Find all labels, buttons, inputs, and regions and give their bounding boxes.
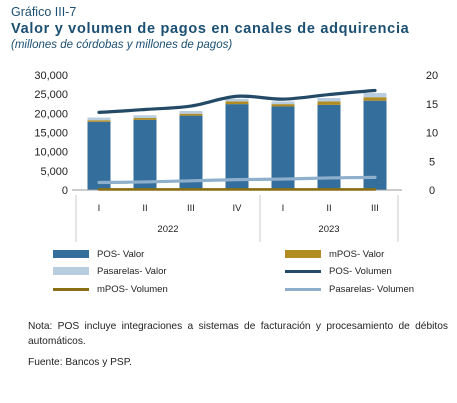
- bar-pasarelas-valor: [87, 117, 111, 121]
- legend-item: Pasarelas- Volumen: [285, 282, 414, 296]
- bar-pasarelas-valor: [271, 101, 295, 105]
- legend-label: mPOS- Volumen: [97, 283, 168, 295]
- y-right-tick-label: 0: [429, 185, 435, 197]
- bar-pasarelas-valor: [133, 115, 157, 118]
- bar-mpos-valor: [225, 101, 249, 105]
- legend-bar-swatch: [53, 267, 89, 275]
- legend-line-swatch: [285, 269, 321, 273]
- y-left-tick-label: 0: [62, 185, 68, 197]
- y-left-tick-label: 15,000: [34, 128, 68, 140]
- chart-title: Valor y volumen de pagos en canales de a…: [11, 21, 410, 37]
- bar-pos-valor: [225, 104, 249, 190]
- year-group-label: 2022: [157, 224, 178, 235]
- bar-pos-valor: [87, 121, 111, 190]
- figure-number: Gráfico III-7: [11, 5, 77, 19]
- bar-pasarelas-valor: [225, 98, 249, 102]
- legend-line-swatch: [285, 287, 321, 291]
- x-tick-label: I: [282, 203, 285, 214]
- legend-label: Pasarelas- Valor: [97, 265, 167, 277]
- x-tick-label: I: [98, 203, 101, 214]
- bar-mpos-valor: [363, 97, 387, 101]
- y-left-tick-label: 10,000: [34, 147, 68, 159]
- bar-mpos-valor: [87, 120, 111, 122]
- y-left-tick-label: 20,000: [34, 108, 68, 120]
- bar-mpos-valor: [133, 117, 157, 120]
- line-pasarelas-volumen: [97, 175, 377, 185]
- legend-line-swatch: [53, 287, 89, 291]
- source-text: Fuente: Bancos y PSP.: [28, 357, 133, 368]
- year-group-label: 2023: [318, 224, 339, 235]
- legend-label: POS- Valor: [97, 248, 145, 260]
- legend-item: mPOS- Valor: [285, 247, 384, 261]
- y-right-tick-label: 15: [426, 99, 438, 111]
- legend-bar-swatch: [53, 250, 89, 258]
- x-tick-label: III: [371, 203, 379, 214]
- y-right-tick-label: 10: [426, 128, 438, 140]
- line-pos-volumen: [97, 88, 377, 114]
- bar-mpos-valor: [271, 104, 295, 107]
- y-left-tick-label: 25,000: [34, 89, 68, 101]
- bar-pos-valor: [317, 104, 341, 190]
- x-tick-label: IV: [233, 203, 243, 214]
- bar-pos-valor: [179, 115, 203, 190]
- y-right-tick-label: 20: [426, 70, 438, 82]
- legend-item: POS- Volumen: [285, 264, 392, 278]
- legend-label: POS- Volumen: [329, 265, 392, 277]
- bar-pasarelas-valor: [179, 111, 203, 114]
- legend-item: mPOS- Volumen: [53, 282, 168, 296]
- bar-mpos-valor: [317, 101, 341, 105]
- legend-label: mPOS- Valor: [329, 248, 385, 260]
- bar-pos-valor: [133, 119, 157, 190]
- legend-bar-swatch: [285, 250, 321, 258]
- x-tick-label: III: [187, 203, 195, 214]
- bar-pos-valor: [271, 106, 295, 190]
- x-tick-label: II: [142, 203, 147, 214]
- chart-notes: Nota: POS incluye integraciones a sistem…: [28, 319, 448, 376]
- y-left-tick-label: 30,000: [34, 70, 68, 82]
- note-text: Nota: POS incluye integraciones a sistem…: [28, 321, 448, 347]
- legend-item: Pasarelas- Valor: [53, 264, 167, 278]
- legend-item: POS- Valor: [53, 247, 144, 261]
- legend-label: Pasarelas- Volumen: [329, 283, 415, 295]
- chart-subtitle: (millones de córdobas y millones de pago…: [11, 39, 233, 51]
- chart-header: Gráfico III-7 Valor y volumen de pagos e…: [11, 4, 451, 53]
- x-tick-label: II: [326, 203, 331, 214]
- bar-pos-valor: [363, 100, 387, 190]
- y-left-tick-label: 5,000: [40, 166, 68, 178]
- bar-pasarelas-valor: [317, 98, 341, 102]
- bar-mpos-valor: [179, 113, 203, 116]
- y-right-tick-label: 5: [429, 156, 435, 168]
- bar-pasarelas-valor: [363, 93, 387, 98]
